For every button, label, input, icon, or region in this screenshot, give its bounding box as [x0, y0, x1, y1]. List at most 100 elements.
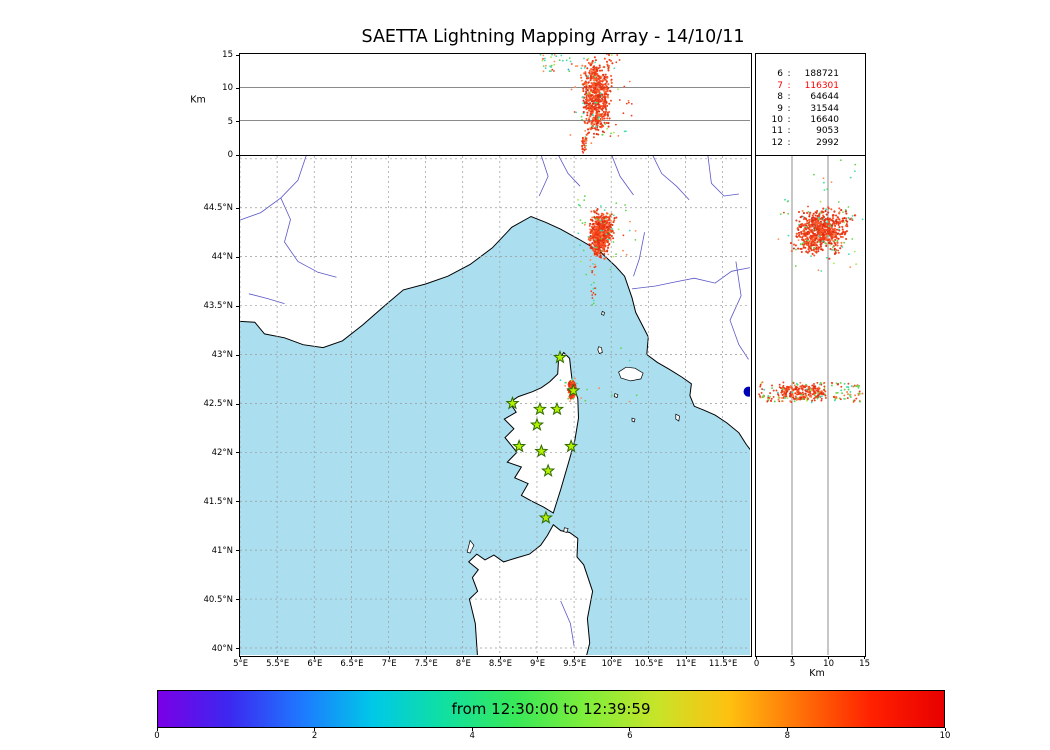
tick-mark	[314, 728, 316, 732]
stats-separator: :	[787, 137, 791, 148]
map-y-tick-label: 42°N	[211, 447, 233, 458]
map-x-tick-label: 10°E	[601, 659, 623, 669]
lma-station-star	[532, 401, 547, 416]
colorbar: from 12:30:00 to 12:39:59	[157, 690, 945, 728]
stats-row: 10: 16640	[769, 115, 865, 126]
tick-mark	[235, 305, 239, 307]
tick-mark	[156, 728, 158, 732]
stats-count: 31544	[810, 103, 839, 114]
tick-mark	[235, 648, 239, 650]
tick-mark	[235, 207, 239, 209]
map-y-tick-label: 43°N	[211, 350, 233, 361]
map-x-tick-label: 11.5°E	[708, 659, 738, 669]
map-panel	[239, 155, 753, 658]
colorbar-tick-label: 0	[154, 731, 160, 741]
map-y-tick-label: 41.5°N	[203, 496, 233, 507]
stats-row: 6: 188721	[769, 69, 865, 80]
lma-station-star	[534, 443, 549, 458]
tick-mark	[828, 656, 830, 660]
map-x-tick-label: 6.5°E	[340, 659, 364, 669]
stats-level: 11	[771, 126, 783, 137]
tick-mark	[756, 656, 758, 660]
map-y-tick-label: 40.5°N	[203, 594, 233, 605]
tick-mark	[235, 599, 239, 601]
stats-count: 116301	[804, 80, 839, 91]
colorbar-tick-label: 2	[311, 731, 318, 741]
tick-mark	[537, 656, 539, 660]
tick-mark	[792, 656, 794, 660]
tick-mark	[574, 656, 576, 660]
tick-mark	[240, 656, 242, 660]
tick-mark	[235, 403, 239, 405]
latitude-altitude-panel	[755, 155, 867, 658]
right-panel-x-tick-label: 0	[753, 659, 760, 669]
tick-mark	[388, 656, 390, 660]
tick-mark	[235, 256, 239, 258]
stats-count: 188721	[804, 69, 839, 80]
tick-mark	[351, 656, 353, 660]
tick-mark	[648, 656, 650, 660]
source-count-panel: 6:188721 7:116301 8:64644 9:31544 10:16640 11…	[755, 53, 867, 157]
map-x-tick-label: 5.5°E	[266, 659, 290, 669]
top-panel-y-tick-label: 5	[227, 116, 233, 127]
stats-level: 7	[777, 80, 783, 91]
stats-separator: :	[787, 80, 791, 91]
stats-rows: 6:188721 7:116301 8:64644 9:31544 10:16640 11…	[756, 54, 865, 149]
top-panel-y-tick-label: 0	[227, 150, 233, 160]
right-panel-x-tick-label: 10	[823, 659, 835, 669]
stats-row: 12: 2992	[769, 138, 865, 149]
stats-separator: :	[787, 103, 791, 114]
tick-mark	[786, 728, 788, 732]
stats-count: 9053	[816, 126, 839, 137]
lma-station-star	[529, 417, 545, 432]
tick-mark	[685, 656, 687, 660]
map-svg	[240, 156, 752, 657]
map-y-tick-label: 40°N	[211, 643, 233, 654]
tick-mark	[499, 656, 501, 660]
figure-title: SAETTA Lightning Mapping Array - 14/10/1…	[361, 27, 745, 47]
stats-row: 8: 64644	[769, 92, 865, 103]
tick-mark	[235, 501, 239, 503]
lma-station-star	[541, 463, 556, 477]
colorbar-tick-label: 10	[939, 731, 951, 741]
top-panel-y-tick-label: 10	[222, 83, 233, 94]
right-panel-x-tick-label: 5	[789, 659, 796, 669]
tick-mark	[235, 54, 239, 56]
map-x-tick-label: 7.5°E	[414, 659, 438, 669]
top-panel-y-tick-label: 15	[222, 50, 233, 60]
stats-count: 64644	[810, 92, 839, 103]
top-panel-ylabel: Km	[190, 94, 206, 106]
tick-mark	[235, 354, 239, 356]
stats-separator: :	[787, 69, 791, 80]
tick-mark	[235, 121, 239, 123]
latitude-altitude-scatter-svg	[756, 156, 864, 655]
lma-station-star	[512, 438, 527, 453]
tick-mark	[235, 154, 239, 156]
stats-level: 6	[777, 69, 783, 80]
map-x-tick-label: 5°E	[233, 659, 249, 669]
colorbar-tick-label: 6	[627, 731, 633, 741]
tick-mark	[235, 550, 239, 552]
map-x-tick-label: 10.5°E	[634, 659, 664, 669]
map-y-tick-label: 42.5°N	[203, 399, 233, 409]
lma-station-star	[505, 395, 520, 410]
map-x-tick-label: 11°E	[675, 659, 697, 669]
tick-mark	[611, 656, 613, 660]
map-x-tick-label: 7°E	[381, 659, 397, 669]
stats-separator: :	[787, 115, 791, 126]
tick-mark	[235, 87, 239, 89]
stats-row: 7: 116301	[769, 81, 865, 92]
tick-mark	[864, 656, 866, 660]
right-panel-x-tick-label: 15	[859, 659, 871, 669]
map-x-tick-label: 9.5°E	[563, 659, 587, 669]
tick-mark	[944, 728, 946, 732]
right-panel-xlabel: Km	[809, 668, 825, 679]
lma-station-star	[566, 383, 581, 397]
stats-level: 10	[771, 115, 783, 126]
lma-station-star	[538, 510, 554, 524]
tick-mark	[471, 728, 473, 732]
stats-level: 12	[771, 137, 783, 148]
stats-row: 9: 31544	[769, 104, 865, 115]
stats-row: 11: 9053	[769, 126, 865, 137]
